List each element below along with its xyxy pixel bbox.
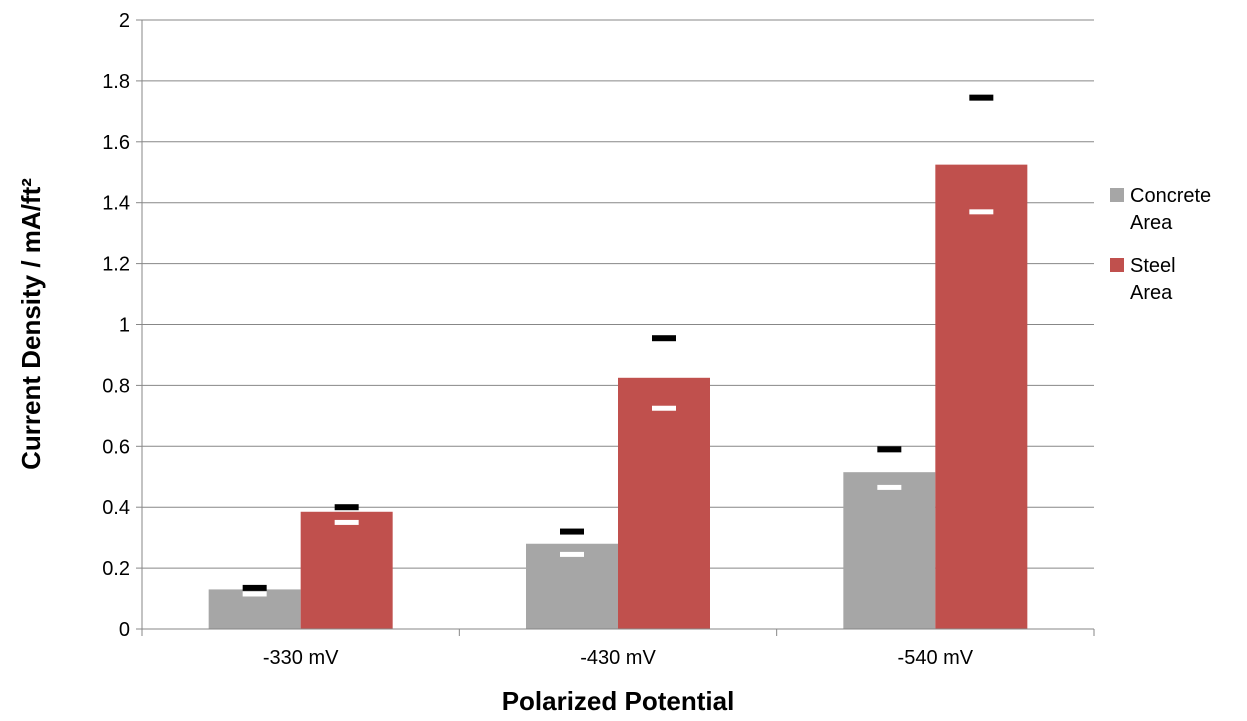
y-tick-label: 1.4 [102, 193, 130, 215]
error-lower-marker [335, 520, 359, 525]
error-lower-marker [877, 485, 901, 490]
y-tick-label: 0.4 [102, 497, 130, 519]
legend-label: Area [1130, 282, 1173, 304]
y-tick-label: 1.2 [102, 254, 130, 276]
bar [301, 512, 393, 629]
error-lower-marker [969, 209, 993, 214]
legend-swatch [1110, 188, 1124, 202]
y-tick-label: 1.6 [102, 132, 130, 154]
error-upper-marker [969, 95, 993, 101]
legend-label: Area [1130, 212, 1173, 234]
error-upper-marker [652, 335, 676, 341]
error-lower-marker [652, 406, 676, 411]
bar [843, 472, 935, 629]
legend: Concrete Area Steel Area [1110, 185, 1211, 304]
legend-label: Steel [1130, 255, 1176, 277]
y-tick-label: 2 [119, 10, 130, 32]
x-axis-title: Polarized Potential [502, 686, 735, 716]
y-tick-label: 0.2 [102, 558, 130, 580]
y-tick-label: 0 [119, 619, 130, 641]
bar [935, 165, 1027, 629]
x-tick-label: -540 mV [898, 647, 974, 669]
y-tick-label: 0.8 [102, 375, 130, 397]
error-upper-marker [560, 529, 584, 535]
error-lower-marker [243, 591, 267, 596]
x-tick-labels: -330 mV -430 mV -540 mV [263, 647, 974, 669]
x-tick-label: -430 mV [580, 647, 656, 669]
y-tick-label: 1.8 [102, 71, 130, 93]
y-tick-labels: 0 0.2 0.4 0.6 0.8 1 1.2 1.4 1.6 1.8 2 [102, 10, 130, 641]
legend-swatch [1110, 258, 1124, 272]
y-tick-label: 0.6 [102, 436, 130, 458]
error-lower-marker [560, 552, 584, 557]
legend-label: Concrete [1130, 185, 1211, 207]
error-upper-marker [877, 446, 901, 452]
x-tick-label: -330 mV [263, 647, 339, 669]
bar [618, 378, 710, 629]
y-axis-title: Current Density / mA/ft² [16, 178, 46, 470]
y-tick-label: 1 [119, 315, 130, 337]
error-upper-marker [335, 504, 359, 510]
error-upper-marker [243, 585, 267, 591]
